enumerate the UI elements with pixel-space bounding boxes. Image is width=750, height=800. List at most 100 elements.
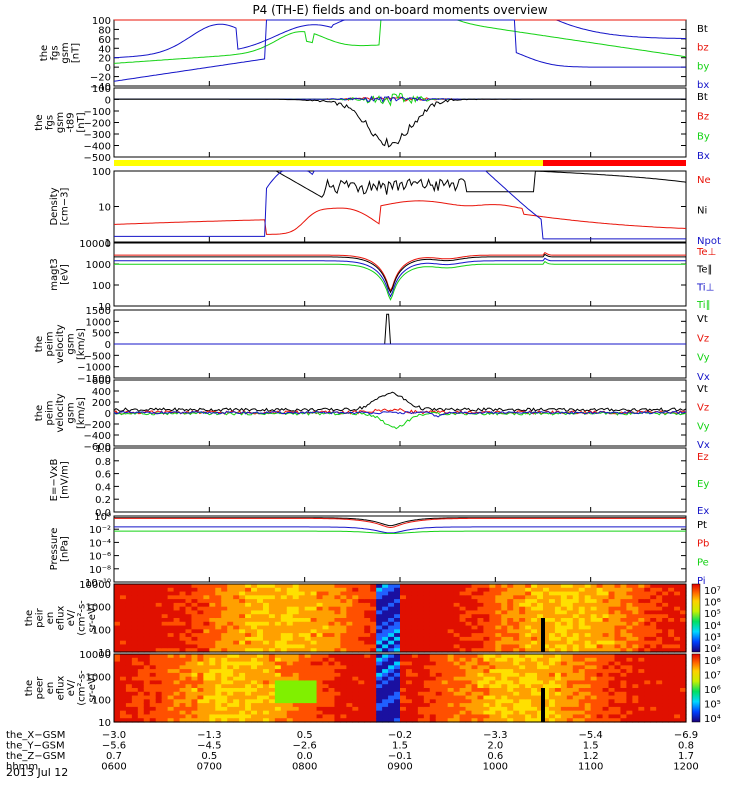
spectrogram-cell [346, 706, 353, 712]
legend-Ti∥: Ti∥ [696, 300, 711, 311]
spectrogram-cell [239, 718, 246, 723]
spectrogram-cell [209, 669, 216, 674]
spectrogram-cell [352, 636, 359, 642]
spectrogram-cell [519, 648, 526, 653]
spectrogram-cell [447, 633, 455, 638]
spectrogram-cell [358, 695, 365, 700]
spectrogram-cell [566, 676, 574, 682]
spectrogram-cell [304, 680, 312, 685]
spectrogram-cell [370, 614, 377, 619]
spectrogram-cell [149, 606, 157, 612]
spectrogram-cell [316, 602, 324, 608]
spectrogram-cell [405, 703, 413, 708]
spectrogram-cell [358, 699, 365, 704]
spectrogram-cell [590, 706, 598, 712]
spectrogram-cell [119, 676, 127, 682]
spectrogram-cell [525, 591, 532, 596]
spectrogram-cell [614, 648, 622, 653]
spectrogram-cell [632, 714, 639, 719]
spectrogram-cell [125, 595, 133, 600]
spectrogram-cell [650, 606, 657, 612]
spectrogram-cell [227, 618, 234, 623]
spectrogram-cell [680, 591, 687, 596]
spectrogram-cell [245, 654, 252, 659]
spectrogram-cell [584, 610, 592, 615]
spectrogram-cell [495, 644, 502, 649]
spectrogram-cell [608, 669, 616, 674]
spectrogram-cell [346, 680, 353, 685]
spectrogram-cell [411, 629, 419, 634]
spectrogram-cell [304, 584, 312, 589]
y-axis-label: sr-eV) [87, 603, 98, 632]
spectrogram-cell [513, 714, 520, 719]
spectrogram-cell [364, 695, 371, 700]
spectrogram-cell [346, 657, 353, 663]
panel-frame [113, 653, 687, 723]
spectrogram-cell [328, 680, 336, 685]
spectrogram-cell [471, 706, 479, 712]
spectrogram-cell [435, 587, 443, 593]
spectrogram-cell [292, 680, 300, 685]
spectrogram-cell [280, 680, 288, 685]
spectrogram-cell [560, 680, 568, 685]
spectrogram-cell [554, 621, 562, 627]
spectrogram-cell [674, 703, 681, 708]
spectrogram-cell [203, 665, 210, 670]
y-axis-label: eV/ [66, 679, 77, 696]
spectrogram-cell [298, 672, 306, 678]
spectrogram-cell [644, 614, 651, 619]
spectrogram-cell [251, 703, 258, 708]
spectrogram-cell [292, 595, 300, 600]
spectrogram-cell [370, 714, 377, 719]
spectrogram-cell [352, 599, 359, 604]
spectrogram-cell [626, 587, 633, 593]
spectrogram-cell [257, 587, 264, 593]
spectrogram-cell [352, 618, 359, 623]
spectrogram-cell [233, 584, 240, 589]
spectrogram-cell [626, 691, 633, 697]
spectrogram-cell [531, 665, 538, 670]
spectrogram-cell [257, 633, 264, 638]
spectrogram-cell [388, 610, 395, 615]
spectrogram-cell [155, 614, 163, 619]
spectrogram-cell [543, 695, 550, 700]
spectrogram-cell [507, 636, 514, 642]
spectrogram-cell [262, 654, 270, 659]
spectrogram-cell [417, 648, 425, 653]
spectrogram-cell [388, 688, 395, 693]
spectrogram-cell [483, 654, 490, 659]
spectrogram-cell [554, 695, 562, 700]
spectrogram-cell [304, 640, 312, 646]
spectrogram-cell [286, 684, 294, 689]
spectrogram-cell [221, 599, 228, 604]
spectrogram-cell [233, 614, 240, 619]
spectrogram-cell [662, 644, 669, 649]
spectrogram-cell [632, 599, 639, 604]
spectrogram-cell [560, 688, 568, 693]
spectrogram-cell [638, 625, 645, 630]
spectrogram-cell [626, 636, 633, 642]
spectrogram-cell [131, 661, 139, 666]
spectrogram-cell [251, 665, 258, 670]
spectrogram-cell [614, 661, 622, 666]
spectrogram-cell [543, 654, 550, 659]
spectrogram-cell [489, 587, 496, 593]
x-axis-value: 0.8 [678, 741, 694, 752]
spectrogram-cell [429, 591, 437, 596]
spectrogram-cell [239, 714, 246, 719]
spectrogram-cell [560, 618, 568, 623]
spectrogram-cell [364, 676, 371, 682]
spectrogram-cell [298, 654, 306, 659]
spectrogram-cell [519, 695, 526, 700]
spectrogram-cell [262, 625, 270, 630]
spectrogram-cell [245, 718, 252, 723]
spectrogram-cell [274, 703, 282, 708]
spectrogram-cell [185, 587, 193, 593]
spectrogram-cell [161, 676, 169, 682]
spectrogram-cell [608, 629, 616, 634]
spectrogram-cell [173, 591, 181, 596]
spectrogram-cell [531, 610, 538, 615]
spectrogram-cell [155, 618, 163, 623]
spectrogram-cell [477, 618, 485, 623]
